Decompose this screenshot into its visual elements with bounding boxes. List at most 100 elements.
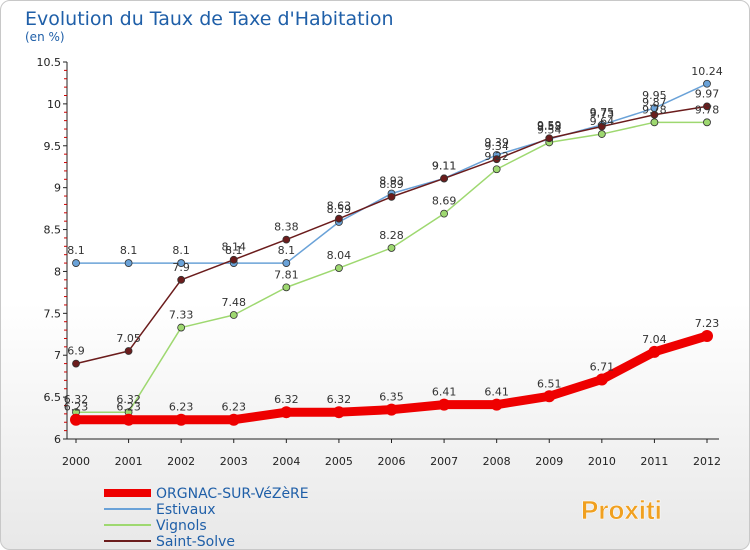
data-point [72,359,80,368]
data-label: 6.23 [116,401,141,414]
data-point [229,255,238,264]
data-label: 8.38 [274,221,299,234]
data-label: 9.97 [695,87,720,100]
data-point [387,244,396,252]
x-tick-label: 2007 [430,455,458,468]
data-label: 9.78 [695,103,720,116]
data-labels: 8.1 8.1 8.1 8.1 8.18.598.939.119.399.589.759… [64,65,723,414]
data-point [701,329,713,342]
legend-entry: Vignols [156,518,207,534]
data-label: 7.04 [642,333,667,346]
data-label: 9.87 [642,96,667,109]
data-label: 8.04 [327,249,352,262]
data-label: 10.24 [691,65,723,78]
data-label: 9.64 [590,115,615,128]
data-point [703,102,711,111]
data-point [597,130,606,138]
data-point [332,406,345,419]
data-point [282,235,291,244]
y-tick-label: 6 [54,433,61,446]
data-label: 9.34 [484,140,509,153]
data-point [280,406,293,419]
data-label: 8.1 [278,244,296,257]
x-tick-label: 2010 [588,455,616,468]
data-label: 8.1 [120,244,138,257]
data-label: 6.71 [590,361,615,374]
data-label: 9.73 [590,108,615,121]
data-point [650,118,659,127]
data-label: 8.14 [222,241,247,254]
y-tick-label: 7 [54,349,61,362]
series-lines [70,79,713,426]
data-point [438,398,451,411]
x-tick-label: 2001 [115,455,143,468]
data-label: 6.41 [432,386,457,399]
x-tick-label: 2004 [272,455,300,468]
data-point [175,413,188,426]
data-label: 8.69 [432,195,457,208]
data-point [492,165,501,174]
data-point [122,413,135,426]
data-label: 9.11 [432,159,457,172]
data-point [177,259,186,267]
data-point [650,110,659,119]
data-point [177,275,186,284]
data-label: 8.1 [225,244,243,257]
data-label: 8.1 [172,244,190,257]
logo-text: Proxiti [581,495,662,525]
proxiti-logo: Proxiti [581,495,662,526]
x-tick-label: 2003 [220,455,248,468]
data-point [595,373,608,386]
y-tick-label: 10 [47,98,61,111]
data-point [282,259,291,267]
data-point [335,214,343,223]
data-label: 8.28 [379,229,404,242]
data-label: 6.32 [274,393,299,406]
data-point [545,134,554,143]
data-label: 9.78 [642,103,667,116]
x-tick-label: 2006 [378,455,406,468]
data-label: 7.48 [222,296,247,309]
data-point [70,413,82,426]
data-label: 6.23 [169,401,194,414]
data-point [124,347,133,355]
y-tick-label: 10.5 [37,56,62,69]
y-tick-label: 9 [54,182,61,195]
data-label: 7.81 [274,268,299,281]
y-tick-label: 8.5 [44,224,62,237]
data-label: 8.89 [379,178,404,191]
chart-subtitle: (en %) [25,30,65,44]
legend-entry: Estivaux [156,502,216,518]
data-label: 7.9 [172,261,190,274]
data-label: 7.23 [695,317,720,330]
legend-entry: Saint-Solve [156,534,235,550]
data-point [227,413,240,426]
data-label: 9.59 [537,119,562,132]
data-label: 8.1 [67,244,85,257]
data-point [229,311,238,319]
data-label: 6.9 [67,345,85,358]
data-label: 9.54 [537,123,562,136]
data-label: 6.23 [222,401,247,414]
y-tick-label: 6.5 [44,391,62,404]
data-label: 6.32 [64,393,89,406]
data-label: 9.58 [537,120,562,133]
x-tick-label: 2009 [535,455,563,468]
data-point [703,79,711,88]
data-point [440,174,448,183]
x-tick-label: 2011 [640,455,668,468]
data-point [597,122,606,131]
data-label: 9.75 [590,106,615,119]
data-label: 6.41 [484,386,509,399]
data-point [335,264,343,272]
data-label: 8.63 [327,200,352,213]
data-label: 7.05 [116,332,141,345]
x-tick-label: 2012 [693,455,721,468]
data-label: 7.33 [169,309,194,322]
data-point [703,118,711,127]
data-label: 8.59 [327,203,352,216]
data-point [177,323,186,332]
data-label: 8.93 [379,175,404,188]
data-point [490,398,503,411]
